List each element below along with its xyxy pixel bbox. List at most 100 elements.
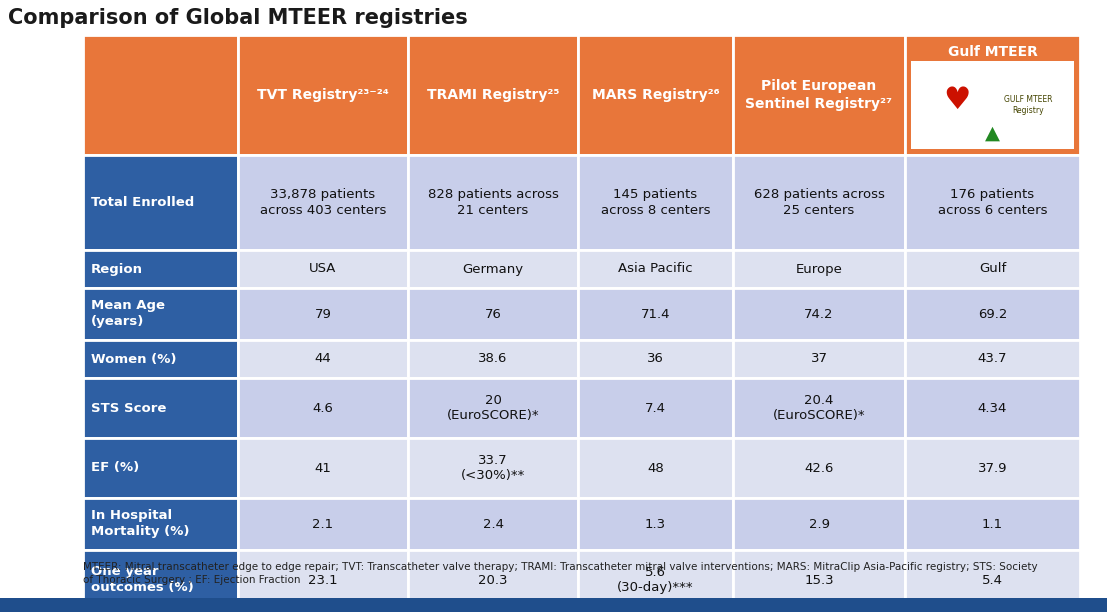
Text: Comparison of Global MTEER registries: Comparison of Global MTEER registries [8,8,468,28]
Bar [578,340,733,378]
Text: Women (%): Women (%) [91,353,176,365]
Bar [578,378,733,438]
Bar [906,498,1080,550]
Text: Gulf: Gulf [979,263,1006,275]
Bar [238,438,408,498]
Text: USA: USA [309,263,337,275]
Bar [578,498,733,550]
Text: 71.4: 71.4 [641,307,670,321]
Text: 5.4: 5.4 [982,573,1003,586]
Bar [906,550,1080,610]
Text: 38.6: 38.6 [478,353,508,365]
Bar [578,288,733,340]
Text: Asia Pacific: Asia Pacific [618,263,693,275]
Text: MARS Registry²⁶: MARS Registry²⁶ [591,88,720,102]
Text: In Hospital
Mortality (%): In Hospital Mortality (%) [91,510,189,539]
Text: Mean Age
(years): Mean Age (years) [91,299,165,329]
Text: 37: 37 [810,353,828,365]
Bar [83,550,238,610]
Bar [733,378,906,438]
Bar [578,155,733,250]
Bar [408,250,578,288]
Text: Gulf MTEER: Gulf MTEER [948,45,1037,59]
Text: 76: 76 [485,307,501,321]
Bar [906,250,1080,288]
Text: STS Score: STS Score [91,401,166,414]
Text: TVT Registry²³⁻²⁴: TVT Registry²³⁻²⁴ [257,88,389,102]
Text: Pilot European
Sentinel Registry²⁷: Pilot European Sentinel Registry²⁷ [745,79,892,111]
Text: EF (%): EF (%) [91,461,139,474]
Bar [238,155,408,250]
Text: 2.4: 2.4 [483,518,504,531]
Bar [911,61,1074,149]
Bar [733,35,906,155]
Bar [238,378,408,438]
Text: 5.6
(30-day)***: 5.6 (30-day)*** [618,565,694,594]
Text: Total Enrolled: Total Enrolled [91,196,194,209]
Bar [578,35,733,155]
Bar [238,550,408,610]
Bar [408,438,578,498]
Text: 74.2: 74.2 [805,307,834,321]
Text: ♥: ♥ [943,86,971,115]
Bar [408,378,578,438]
Bar [83,498,238,550]
Text: Europe: Europe [796,263,842,275]
Bar [408,35,578,155]
Text: 42.6: 42.6 [805,461,834,474]
Text: 1.3: 1.3 [645,518,666,531]
Bar [733,288,906,340]
Bar [238,498,408,550]
Bar [238,250,408,288]
Text: 4.34: 4.34 [977,401,1007,414]
Text: One year
outcomes (%): One year outcomes (%) [91,565,194,594]
Text: ▲: ▲ [985,124,1000,143]
Text: 79: 79 [314,307,331,321]
Text: MTEER: Mitral transcatheter edge to edge repair; TVT: Transcatheter valve therap: MTEER: Mitral transcatheter edge to edge… [83,562,1037,585]
Text: 20.3: 20.3 [478,573,508,586]
Bar [83,288,238,340]
Bar [238,340,408,378]
Bar [733,250,906,288]
Text: 2.1: 2.1 [312,518,333,531]
Text: Germany: Germany [463,263,524,275]
Bar [408,340,578,378]
Bar [733,550,906,610]
Text: 48: 48 [648,461,664,474]
Text: 43.7: 43.7 [977,353,1007,365]
Text: TRAMI Registry²⁵: TRAMI Registry²⁵ [427,88,559,102]
Text: 20.4
(EuroSCORE)*: 20.4 (EuroSCORE)* [773,394,866,422]
Bar [238,288,408,340]
Bar [906,378,1080,438]
Text: 1.1: 1.1 [982,518,1003,531]
Text: 20
(EuroSCORE)*: 20 (EuroSCORE)* [447,394,539,422]
Text: 44: 44 [314,353,331,365]
Text: 33,878 patients
across 403 centers: 33,878 patients across 403 centers [260,188,386,217]
Bar [906,340,1080,378]
Text: 36: 36 [648,353,664,365]
Bar [906,155,1080,250]
Text: 176 patients
across 6 centers: 176 patients across 6 centers [938,188,1047,217]
Bar [83,340,238,378]
Bar [906,288,1080,340]
Bar [578,550,733,610]
Bar [906,438,1080,498]
Bar [0,598,1107,612]
Bar [83,438,238,498]
Text: 4.6: 4.6 [312,401,333,414]
Bar [408,155,578,250]
Text: 7.4: 7.4 [645,401,666,414]
Bar [733,340,906,378]
Text: 828 patients across
21 centers: 828 patients across 21 centers [427,188,558,217]
Bar [83,155,238,250]
Bar [83,378,238,438]
Bar [238,35,408,155]
Text: Region: Region [91,263,143,275]
Bar [408,550,578,610]
Bar [733,438,906,498]
Text: 15.3: 15.3 [804,573,834,586]
Bar [408,288,578,340]
Bar [733,498,906,550]
Bar [733,155,906,250]
Text: 33.7
(<30%)**: 33.7 (<30%)** [461,453,525,482]
